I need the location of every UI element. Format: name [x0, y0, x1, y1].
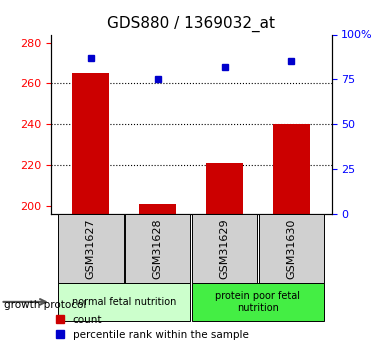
FancyBboxPatch shape: [192, 214, 257, 283]
Bar: [273, 124, 310, 214]
Text: GSM31630: GSM31630: [286, 218, 296, 279]
FancyBboxPatch shape: [259, 214, 324, 283]
Text: GSM31627: GSM31627: [86, 218, 96, 279]
Text: protein poor fetal
nutrition: protein poor fetal nutrition: [215, 291, 300, 313]
Title: GDS880 / 1369032_at: GDS880 / 1369032_at: [107, 16, 275, 32]
FancyBboxPatch shape: [192, 283, 324, 321]
Bar: [73, 73, 109, 214]
Text: normal fetal nutrition: normal fetal nutrition: [72, 297, 176, 307]
Text: growth protocol: growth protocol: [4, 300, 86, 310]
Text: GSM31628: GSM31628: [152, 218, 163, 279]
FancyBboxPatch shape: [58, 283, 190, 321]
Bar: [139, 204, 176, 214]
Bar: [206, 163, 243, 214]
FancyBboxPatch shape: [58, 214, 124, 283]
FancyBboxPatch shape: [125, 214, 190, 283]
Legend: count, percentile rank within the sample: count, percentile rank within the sample: [56, 315, 248, 340]
Text: GSM31629: GSM31629: [220, 218, 230, 279]
